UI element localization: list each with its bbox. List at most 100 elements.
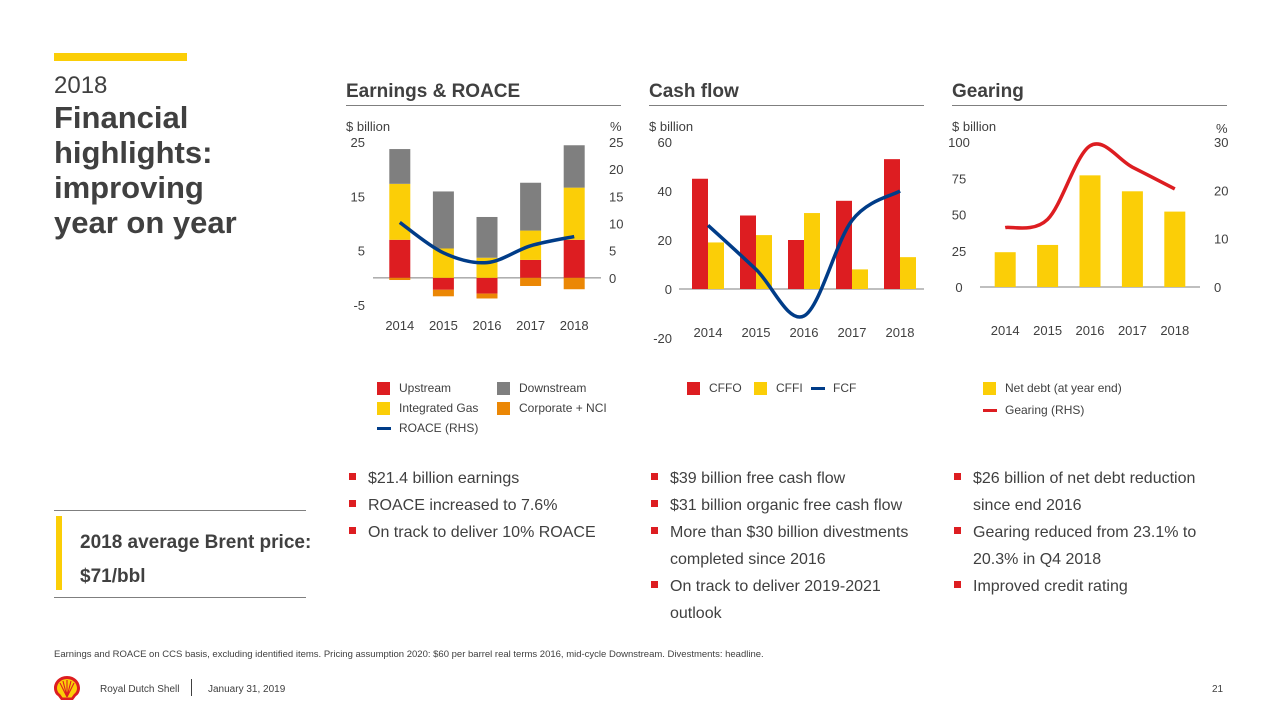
fcf-line (706, 189, 901, 319)
bar-segment (476, 216, 498, 258)
roace-line (398, 220, 575, 265)
bar (692, 178, 708, 289)
x-tick-label: 2018 (886, 325, 915, 340)
y-tick-label: 0 (955, 280, 962, 295)
x-tick-label: 2014 (694, 325, 723, 340)
earnings-unit-right: % (610, 119, 622, 134)
legend-item: Upstream (377, 381, 451, 395)
cashflow-bullets: $39 billion free cash flow $31 billion o… (651, 465, 908, 627)
x-tick-label: 2014 (991, 323, 1020, 338)
legend-swatch (754, 381, 767, 395)
legend-label: Net debt (at year end) (1005, 381, 1122, 395)
bullet-text: Gearing reduced from 23.1% to (973, 524, 1197, 541)
bar (836, 200, 852, 289)
bar (900, 257, 916, 289)
y2-tick-label: 25 (609, 135, 623, 150)
bar-segment (563, 277, 585, 290)
legend-line (983, 408, 997, 412)
legend-label: Corporate + NCI (519, 401, 607, 415)
bullet-marker (349, 527, 356, 535)
bullet-marker (651, 500, 658, 508)
earnings-unit-left: $ billion (346, 119, 391, 134)
y-tick-label: -5 (353, 298, 365, 313)
gearing-bullets: $26 billion of net debt reduction since … (954, 465, 1196, 600)
bullet-continuation: since end 2016 (973, 497, 1082, 514)
bullet-text: $31 billion organic free cash flow (670, 497, 903, 514)
bullet-marker (349, 473, 356, 481)
earnings-panel-title: Earnings & ROACE (346, 81, 521, 102)
y-tick-label: -20 (653, 331, 672, 345)
x-tick-label: 2017 (1118, 323, 1147, 338)
bar-segment (432, 277, 454, 290)
title-line: highlights: (54, 135, 213, 170)
legend-item: Gearing (RHS) (983, 403, 1084, 417)
bullet-item: $39 billion free cash flow (651, 465, 908, 492)
gearing-unit-right: % (1216, 121, 1228, 136)
cashflow-panel-title: Cash flow (649, 81, 739, 102)
bar-segment (563, 239, 585, 278)
y2-tick-label: 10 (609, 217, 623, 232)
footer-company: Royal Dutch Shell (100, 684, 180, 695)
y-tick-label: 15 (351, 189, 365, 204)
bullet-marker (954, 527, 961, 535)
bar-segment (520, 277, 542, 286)
y-tick-label: 25 (351, 135, 365, 150)
bullet-text: More than $30 billion divestments (670, 524, 909, 541)
gearing-title-rule (952, 105, 1227, 106)
title-line: Financial (54, 100, 189, 135)
bullet-continuation: 20.3% in Q4 2018 (973, 551, 1102, 568)
legend-label: CFFO (709, 381, 742, 395)
bullet-item: On track to deliver 10% ROACE (349, 519, 596, 546)
legend-item: Integrated Gas (377, 401, 478, 415)
bullet-text: $21.4 billion earnings (368, 470, 520, 487)
bullet-item: On track to deliver 2019-2021 (651, 573, 908, 600)
bullet-item: $26 billion of net debt reduction (954, 465, 1196, 492)
bar-segment (389, 149, 411, 184)
y-tick-label: 60 (658, 135, 672, 150)
bullet-item: Improved credit rating (954, 573, 1196, 600)
footer-divider (191, 679, 192, 696)
bar (1079, 175, 1101, 287)
x-tick-label: 2016 (1076, 323, 1105, 338)
x-tick-label: 2015 (429, 318, 458, 333)
earnings-roace-chart: -5 5 15 25 0 5 10 15 20 25 2014 2015 2016 2017 2018 (351, 135, 624, 333)
y-tick-label: 40 (658, 184, 672, 199)
page-title: Financial highlights: improving year on … (54, 100, 344, 240)
bar-segment (563, 187, 585, 240)
legend-label: Integrated Gas (399, 401, 479, 415)
bar (884, 159, 900, 289)
legend-label: FCF (833, 381, 857, 395)
y2-tick-label: 30 (1214, 135, 1228, 150)
footer-date: January 31, 2019 (208, 684, 286, 695)
bullet-marker (954, 473, 961, 481)
legend-label: CFFI (776, 381, 803, 395)
bullet-text: ROACE increased to 7.6% (368, 497, 558, 514)
header-year: 2018 (54, 72, 108, 99)
bar (804, 213, 820, 289)
bullet-text: Improved credit rating (973, 578, 1128, 595)
y2-tick-label: 15 (609, 189, 623, 204)
bar-segment (389, 277, 411, 281)
legend-swatch (983, 381, 996, 395)
legend-item: CFFI (754, 381, 803, 395)
bullet-item: $31 billion organic free cash flow (651, 492, 908, 519)
legend-swatch (497, 401, 510, 415)
bar (708, 242, 724, 289)
bar-segment (476, 293, 498, 299)
bar-segment (520, 182, 542, 231)
legend-swatch (377, 381, 390, 395)
earnings-title-rule (346, 105, 621, 106)
brent-label: 2018 average Brent price: (80, 532, 312, 553)
x-tick-label: 2016 (473, 318, 502, 333)
x-tick-label: 2017 (838, 325, 867, 340)
gearing-panel-title: Gearing (952, 81, 1024, 102)
x-tick-label: 2018 (1160, 323, 1189, 338)
bar-segment (563, 145, 585, 188)
bar (1164, 211, 1186, 287)
legend-label: Upstream (399, 381, 452, 395)
bar (788, 240, 804, 289)
cashflow-title-rule (649, 105, 924, 106)
bullet-marker (651, 473, 658, 481)
bullet-text: $39 billion free cash flow (670, 470, 846, 487)
y2-tick-label: 0 (1214, 280, 1221, 295)
